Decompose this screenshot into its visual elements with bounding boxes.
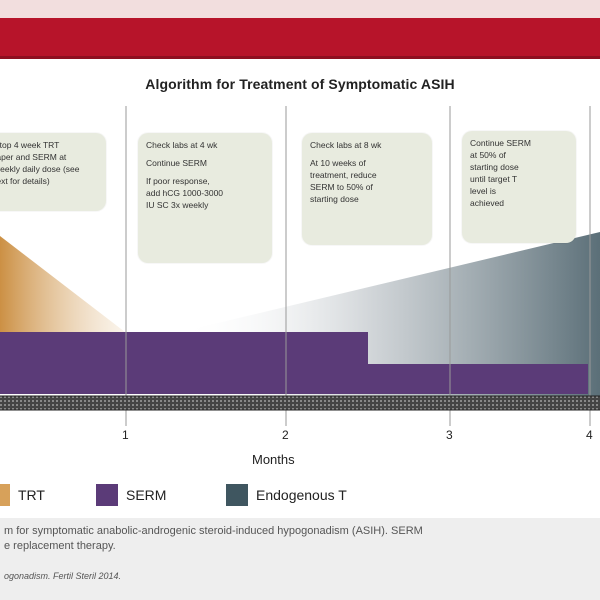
step-box-1: Stop 4 week TRT taper and SERM at weekly… <box>0 133 106 211</box>
serm-bar <box>0 332 588 394</box>
step-box-1-text: Stop 4 week TRT taper and SERM at weekly… <box>0 140 80 186</box>
time-axis <box>0 396 600 410</box>
serm-swatch <box>96 484 118 506</box>
legend-item-endogenous: Endogenous T <box>226 484 347 506</box>
step-box-2: Check labs at 4 wk Continue SERM If poor… <box>138 133 272 263</box>
citation: ogonadism. Fertil Steril 2014. <box>4 571 122 581</box>
tick-label-1: 1 <box>122 428 129 442</box>
trt-area <box>0 236 125 332</box>
timeline-diagram <box>0 106 600 426</box>
legend-item-trt: TRT <box>0 484 45 506</box>
header-bar <box>0 18 600 56</box>
trt-swatch <box>0 484 10 506</box>
top-strip <box>0 0 600 18</box>
tick-label-4: 4 <box>586 428 593 442</box>
legend-item-serm: SERM <box>96 484 166 506</box>
endogenous-swatch <box>226 484 248 506</box>
axis-label: Months <box>252 452 295 467</box>
caption-background <box>0 518 600 600</box>
tick-label-2: 2 <box>282 428 289 442</box>
tick-label-3: 3 <box>446 428 453 442</box>
figure-title: Algorithm for Treatment of Symptomatic A… <box>145 76 455 92</box>
figure-caption: m for symptomatic anabolic-androgenic st… <box>4 525 423 552</box>
step-box-4: Continue SERM at 50% of starting dose un… <box>462 131 576 243</box>
header-underline <box>0 56 600 59</box>
step-box-3: Check labs at 8 wk At 10 weeks of treatm… <box>302 133 432 245</box>
